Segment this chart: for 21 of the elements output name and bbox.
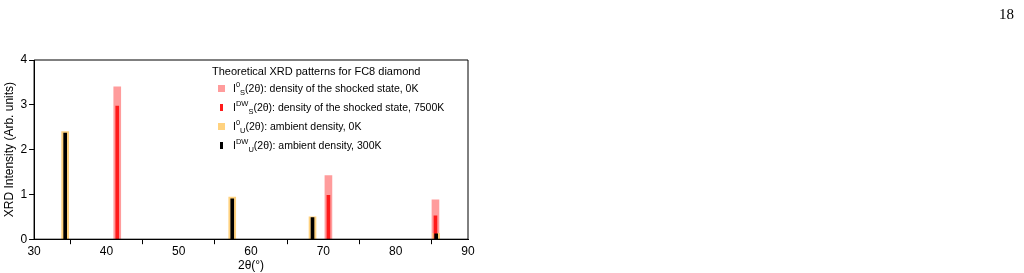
y-tick-label: 0 [20,231,28,246]
x-tick-label: 70 [316,243,331,258]
text: 18 [999,6,1014,23]
x-tick-label: 30 [27,243,42,258]
legend-title: Theoretical XRD patterns for FC8 diamond [212,65,422,77]
x-tick-label: 90 [461,243,475,258]
y-tick-label: 3 [20,97,28,112]
x-tick-label: 50 [172,243,186,258]
y-tick-label: 4 [20,52,28,67]
y-axis-title: XRD Intensity (Arb. units) [1,81,16,218]
x-axis-title: 2θ(°) [237,258,265,273]
bar [115,105,120,240]
x-tick-label: 60 [244,243,259,258]
y-tick-label: 1 [20,186,28,201]
y-tick-label: 2 [20,141,28,156]
legend-label: I$^{0}$$_{U}$(2θ): ambient density, 0K [233,117,362,135]
legend-label: I$^{0}$$_{S}$(2θ): density of the shocked state, 0K [233,79,419,97]
x-tick-label: 80 [389,243,403,258]
legend-label: I$^{DW}$$_{S}$(2θ): density of the shocked state, 7500K [233,98,445,116]
legend-label: I$^{DW}$$_{U}$(2θ): ambient density, 300K [233,136,382,154]
x-tick-label: 40 [99,243,114,258]
